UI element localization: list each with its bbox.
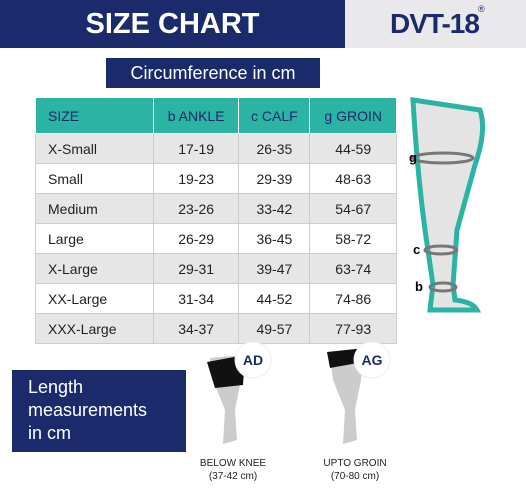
cell: 29-31 <box>153 253 240 284</box>
cell: XX-Large <box>35 283 154 314</box>
cell: 31-34 <box>153 283 240 314</box>
length-title: Length <box>28 377 84 397</box>
item-range: (37-42 cm) <box>208 471 258 482</box>
size-table: SIZE b ANKLE c CALF g GROIN X-Small 17-19 26-3… <box>35 97 397 344</box>
table-caption: Circumference in cm <box>106 58 320 88</box>
column-header: b ANKLE <box>152 97 240 134</box>
cell: 19-23 <box>153 163 240 194</box>
cell: 39-47 <box>238 253 311 284</box>
row: XXX-Large 34-37 49-57 77-93 <box>35 313 397 344</box>
logo: DVT-18 <box>390 8 480 39</box>
cell: 33-42 <box>238 193 311 224</box>
header-row: SIZE b ANKLE c CALF g GROIN <box>35 97 397 134</box>
length-box: Length measurements in cm <box>12 370 186 452</box>
cell: 54-67 <box>309 193 397 224</box>
row: X-Small 17-19 26-35 44-59 <box>35 133 397 164</box>
badge: AG <box>362 352 383 368</box>
length-title: in cm <box>28 423 72 443</box>
row: Medium 23-26 33-42 54-67 <box>35 193 397 224</box>
cell: 74-86 <box>309 283 397 314</box>
logo-area <box>345 0 526 48</box>
leg-label: c <box>413 242 420 257</box>
leg-label: g <box>409 150 417 165</box>
cell: 26-29 <box>153 223 240 254</box>
leg-label: b <box>415 279 423 294</box>
cell: 23-26 <box>153 193 240 224</box>
length-icons: AD AG <box>207 341 391 444</box>
column-header: g GROIN <box>309 97 397 134</box>
column-header: c CALF <box>238 97 311 134</box>
cell: 44-59 <box>309 133 397 164</box>
cell: 77-93 <box>309 313 397 344</box>
title: SIZE CHART <box>0 0 345 48</box>
icon-ag: AG <box>327 341 391 444</box>
item-label: BELOW KNEE <box>199 458 267 469</box>
cell: 49-57 <box>238 313 311 344</box>
cell: 34-37 <box>153 313 240 344</box>
cell: X-Small <box>35 133 154 164</box>
cell: 29-39 <box>238 163 311 194</box>
cell: 63-74 <box>309 253 397 284</box>
cell: 17-19 <box>153 133 240 164</box>
row: XX-Large 31-34 44-52 74-86 <box>35 283 397 314</box>
cell: 58-72 <box>309 223 397 254</box>
cell: 36-45 <box>238 223 311 254</box>
caption: UPTO GROIN (70-80 cm) <box>300 457 410 483</box>
cell: Large <box>35 223 154 254</box>
row: X-Large 29-31 39-47 63-74 <box>35 253 397 284</box>
badge: AD <box>243 352 263 368</box>
logo-mark: ® <box>478 4 485 14</box>
cell: 44-52 <box>238 283 311 314</box>
cell: XXX-Large <box>35 313 154 344</box>
cell: Small <box>35 163 154 194</box>
item-label: UPTO GROIN <box>323 458 387 469</box>
row: Large 26-29 36-45 58-72 <box>35 223 397 254</box>
leg-diagram: g c b <box>409 97 486 313</box>
cell: X-Large <box>35 253 154 284</box>
cell: 48-63 <box>309 163 397 194</box>
item-range: (70-80 cm) <box>330 471 380 482</box>
icon-ad: AD <box>207 341 272 444</box>
column-header: SIZE <box>35 97 154 134</box>
length-title: measurements <box>28 400 148 420</box>
row: Small 19-23 29-39 48-63 <box>35 163 397 194</box>
cell: Medium <box>35 193 154 224</box>
caption: BELOW KNEE (37-42 cm) <box>178 457 288 483</box>
cell: 26-35 <box>238 133 311 164</box>
